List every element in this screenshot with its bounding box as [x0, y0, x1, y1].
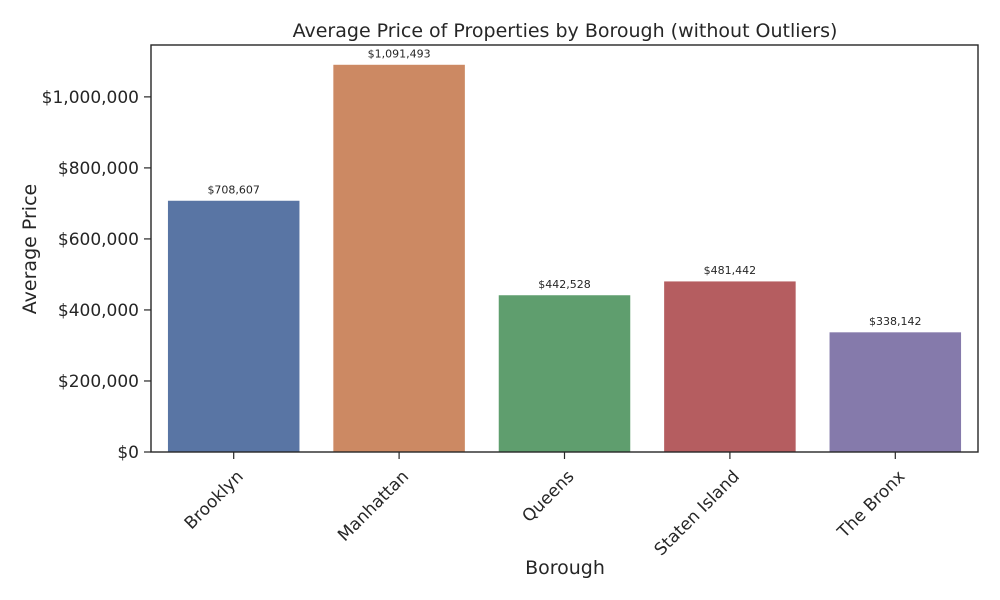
chart-title: Average Price of Properties by Borough (…	[293, 20, 838, 42]
y-tick-label-4: $800,000	[58, 159, 139, 179]
data-label-3: $481,442	[704, 264, 757, 277]
x-axis-label: Borough	[525, 557, 605, 579]
plot-area: $708,607 Brooklyn $1,091,493 Manhattan $442,…	[42, 44, 979, 560]
data-label-4: $338,142	[869, 315, 922, 328]
plot-frame	[150, 44, 979, 453]
x-tick-label-2: Queens	[519, 467, 579, 527]
x-tick-label-1: Manhattan	[334, 467, 413, 546]
y-tick-label-5: $1,000,000	[42, 88, 139, 108]
x-tick-label-3: Staten Island	[651, 467, 744, 560]
y-axis-label: Average Price	[19, 184, 41, 314]
bar-4	[828, 331, 962, 453]
y-tick-label-2: $400,000	[58, 301, 139, 321]
data-label-1: $1,091,493	[368, 47, 431, 60]
bar-3	[663, 280, 797, 453]
bar-2	[497, 294, 632, 453]
y-tick-label-0: $0	[117, 443, 139, 463]
bar-1	[332, 63, 466, 453]
data-label-2: $442,528	[538, 278, 591, 291]
bar-0	[167, 199, 301, 453]
y-tick-label-1: $200,000	[58, 372, 139, 392]
x-tick-label-0: Brooklyn	[181, 467, 248, 534]
y-tick-label-3: $600,000	[58, 230, 139, 250]
x-tick-label-4: The Bronx	[833, 467, 909, 543]
data-label-0: $708,607	[207, 183, 260, 196]
